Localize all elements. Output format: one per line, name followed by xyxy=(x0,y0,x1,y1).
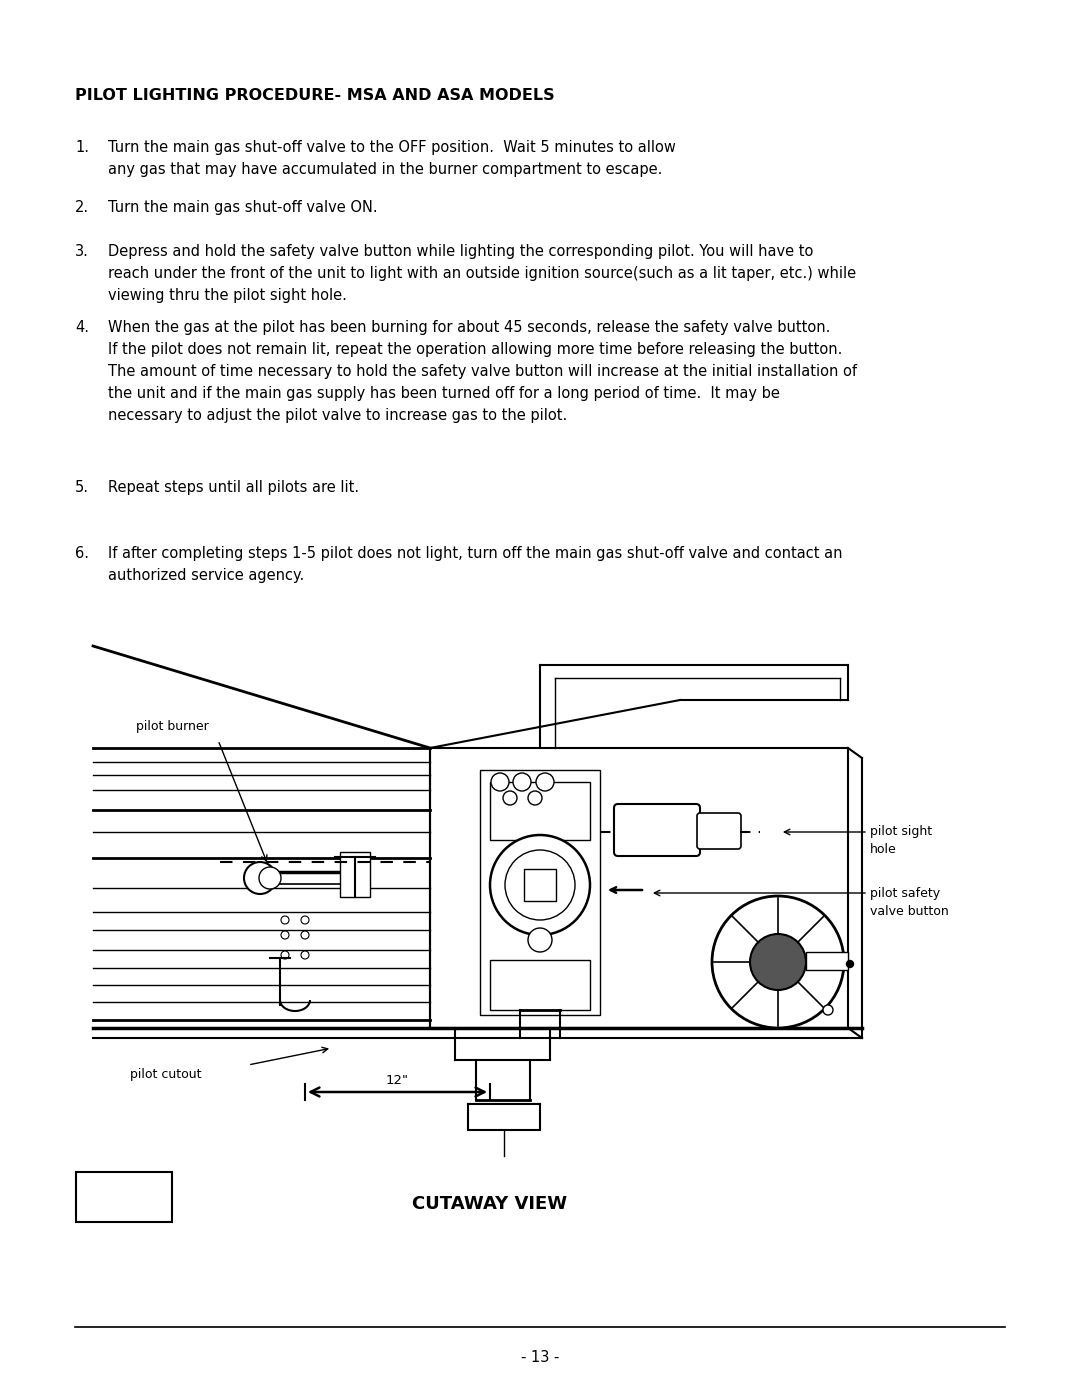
Circle shape xyxy=(712,895,843,1028)
Text: 2.: 2. xyxy=(75,200,90,215)
Text: If the pilot does not remain lit, repeat the operation allowing more time before: If the pilot does not remain lit, repeat… xyxy=(108,342,842,358)
Text: 3.: 3. xyxy=(75,244,89,258)
Circle shape xyxy=(528,928,552,951)
Text: Turn the main gas shut-off valve ON.: Turn the main gas shut-off valve ON. xyxy=(108,200,378,215)
Text: hole: hole xyxy=(870,842,896,856)
Text: 4.: 4. xyxy=(75,320,89,335)
Circle shape xyxy=(301,930,309,939)
Text: authorized service agency.: authorized service agency. xyxy=(108,569,305,583)
Bar xyxy=(480,770,600,1016)
Text: PILOT LIGHTING PROCEDURE- MSA AND ASA MODELS: PILOT LIGHTING PROCEDURE- MSA AND ASA MO… xyxy=(75,88,555,103)
Text: pilot safety: pilot safety xyxy=(870,887,940,900)
Circle shape xyxy=(528,791,542,805)
Text: pilot sight: pilot sight xyxy=(870,826,932,838)
Circle shape xyxy=(244,862,276,894)
Text: 12": 12" xyxy=(386,1074,409,1087)
Circle shape xyxy=(505,849,575,921)
Text: 5.: 5. xyxy=(75,481,89,495)
Text: Fig. 12: Fig. 12 xyxy=(95,1194,153,1210)
Circle shape xyxy=(259,868,281,888)
Text: pilot cutout: pilot cutout xyxy=(130,1067,202,1081)
Circle shape xyxy=(281,951,289,958)
Text: reach under the front of the unit to light with an outside ignition source(such : reach under the front of the unit to lig… xyxy=(108,265,856,281)
Text: CUTAWAY VIEW: CUTAWAY VIEW xyxy=(413,1194,568,1213)
Text: Depress and hold the safety valve button while lighting the corresponding pilot.: Depress and hold the safety valve button… xyxy=(108,244,813,258)
Text: necessary to adjust the pilot valve to increase gas to the pilot.: necessary to adjust the pilot valve to i… xyxy=(108,408,567,423)
Bar xyxy=(430,747,848,1028)
Text: pilot burner: pilot burner xyxy=(136,719,208,733)
Bar xyxy=(806,951,848,970)
FancyBboxPatch shape xyxy=(76,1172,172,1222)
Text: When the gas at the pilot has been burning for about 45 seconds, release the saf: When the gas at the pilot has been burni… xyxy=(108,320,831,335)
Circle shape xyxy=(847,961,853,968)
Text: The amount of time necessary to hold the safety valve button will increase at th: The amount of time necessary to hold the… xyxy=(108,365,858,379)
Circle shape xyxy=(301,951,309,958)
Circle shape xyxy=(491,773,509,791)
Text: If after completing steps 1-5 pilot does not light, turn off the main gas shut-o: If after completing steps 1-5 pilot does… xyxy=(108,546,842,562)
Circle shape xyxy=(281,916,289,923)
Bar xyxy=(468,1104,540,1130)
Circle shape xyxy=(281,930,289,939)
Circle shape xyxy=(301,916,309,923)
Circle shape xyxy=(536,773,554,791)
Text: any gas that may have accumulated in the burner compartment to escape.: any gas that may have accumulated in the… xyxy=(108,162,662,177)
Circle shape xyxy=(513,773,531,791)
Text: Repeat steps until all pilots are lit.: Repeat steps until all pilots are lit. xyxy=(108,481,360,495)
Text: Turn the main gas shut-off valve to the OFF position.  Wait 5 minutes to allow: Turn the main gas shut-off valve to the … xyxy=(108,140,676,155)
FancyBboxPatch shape xyxy=(615,805,700,856)
Text: viewing thru the pilot sight hole.: viewing thru the pilot sight hole. xyxy=(108,288,347,303)
Circle shape xyxy=(490,835,590,935)
Circle shape xyxy=(503,791,517,805)
Text: - 13 -: - 13 - xyxy=(521,1350,559,1365)
Text: 1.: 1. xyxy=(75,140,89,155)
FancyBboxPatch shape xyxy=(697,813,741,849)
Bar xyxy=(490,960,590,1010)
Bar xyxy=(340,852,370,897)
Text: 6.: 6. xyxy=(75,546,89,562)
Text: valve button: valve button xyxy=(870,905,948,918)
Bar xyxy=(490,782,590,840)
Circle shape xyxy=(750,935,806,990)
Text: the unit and if the main gas supply has been turned off for a long period of tim: the unit and if the main gas supply has … xyxy=(108,386,780,401)
Circle shape xyxy=(823,1004,833,1016)
